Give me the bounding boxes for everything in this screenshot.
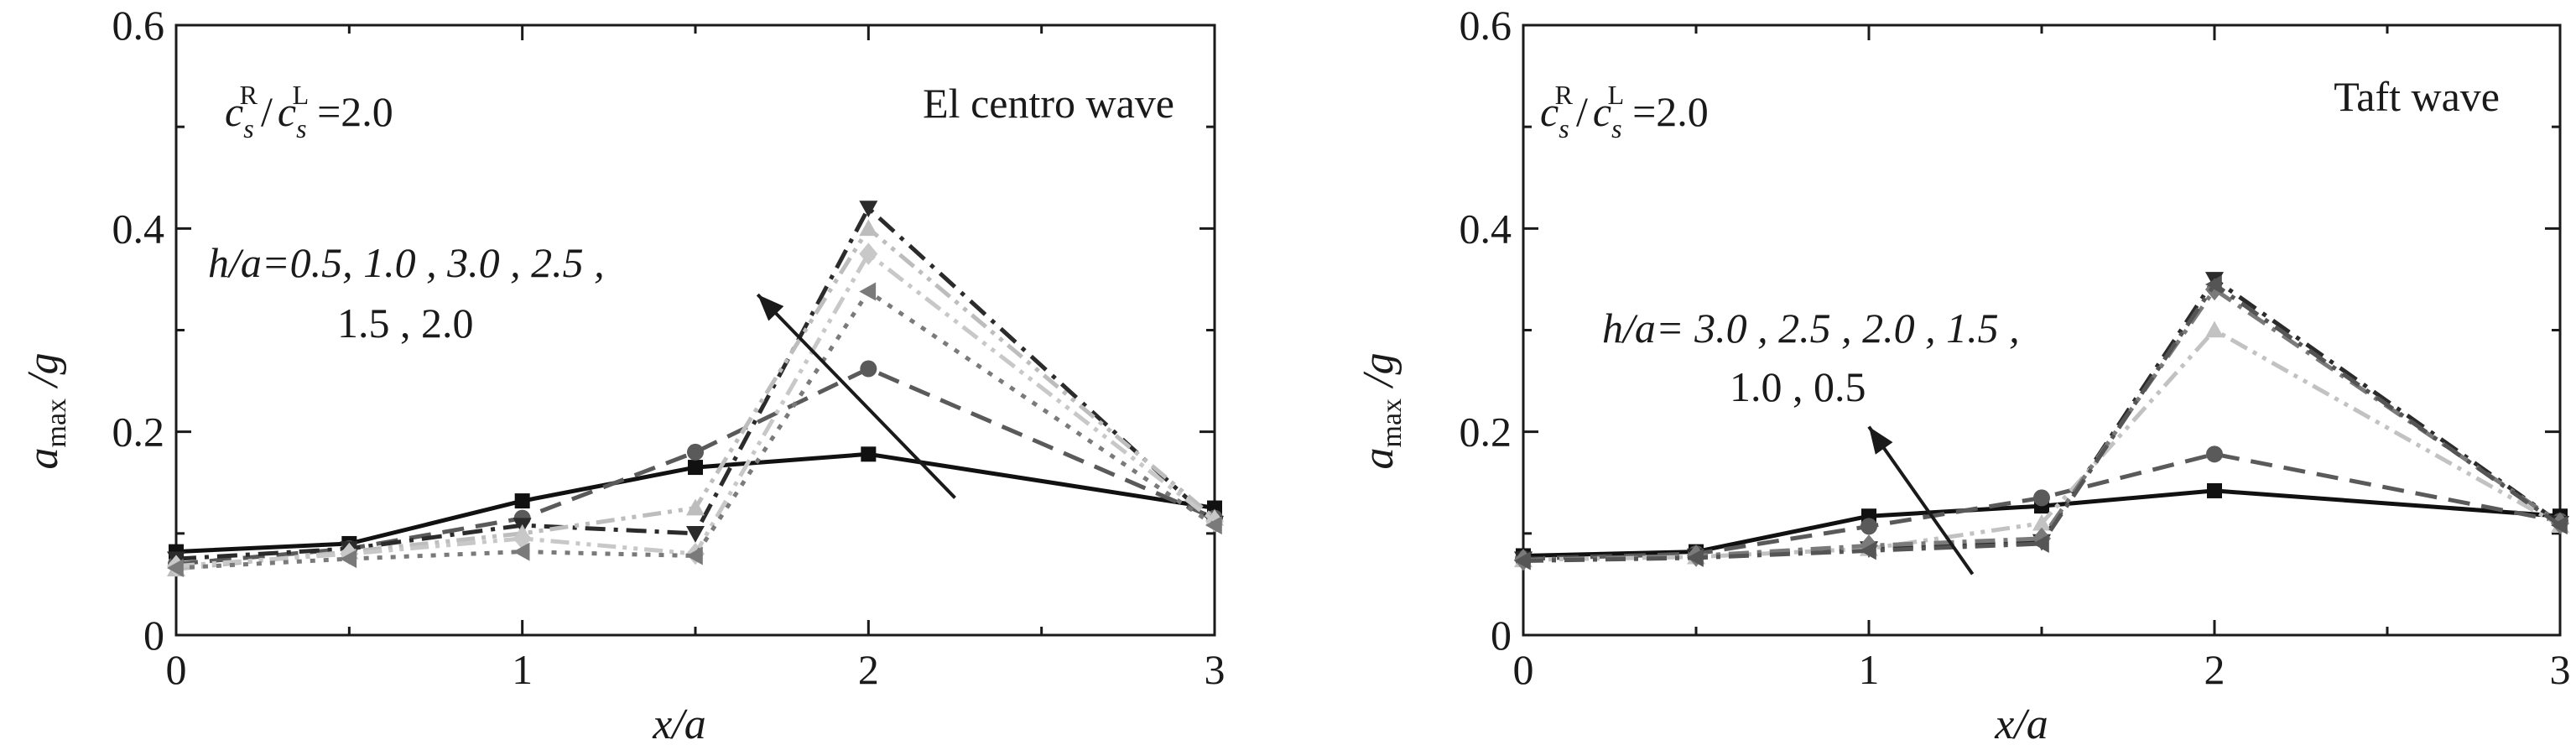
- data-point: [859, 219, 878, 237]
- data-point: [686, 546, 703, 565]
- data-point: [860, 360, 877, 378]
- x-axis-label: x/a: [652, 701, 706, 745]
- x-tick-label: 0: [166, 646, 187, 693]
- chart-taft: csR/csL =2.0 Taft wave h/a= 3.0 , 2.5 , 2…: [1288, 0, 2576, 745]
- x-axis-label: x/a: [1994, 701, 2048, 745]
- data-point: [688, 460, 703, 476]
- x-tick-label: 0: [1513, 646, 1534, 693]
- data-point: [2032, 534, 2049, 553]
- data-point: [1860, 541, 1876, 560]
- annotation-line-1: h/a= 3.0 , 2.5 , 2.0 , 1.5 ,: [1602, 305, 2020, 352]
- y-tick-label: 0.6: [112, 2, 165, 49]
- annotation-arrowhead: [757, 294, 784, 321]
- annotation-arrow: [1867, 425, 1975, 576]
- data-point: [513, 542, 530, 561]
- series-line-2: [175, 367, 1215, 566]
- data-point: [167, 559, 184, 578]
- chart-el-centro: csR/csL =2.0 El centro wave h/a=0.5, 1.0 …: [19, 2, 1226, 745]
- data-point: [859, 282, 877, 301]
- data-point: [2033, 489, 2050, 507]
- y-tick-label: 0.4: [112, 205, 165, 252]
- x-tick-label: 1: [512, 646, 533, 693]
- annotation-arrowhead: [1869, 426, 1893, 455]
- data-point: [861, 446, 877, 462]
- data-point: [1687, 548, 1704, 567]
- annotation-arrow: [756, 293, 956, 499]
- y-tick-label: 0.4: [1460, 205, 1512, 252]
- x-tick-label: 3: [2550, 646, 2571, 693]
- data-point: [1860, 518, 1877, 535]
- data-point: [1205, 516, 1222, 535]
- series-line-5: [175, 252, 1216, 569]
- y-axis-label: amax/g: [19, 353, 72, 470]
- data-point: [687, 443, 704, 461]
- y-tick-label: 0.2: [112, 409, 165, 456]
- y-axis-label: amax/g: [1355, 353, 1408, 470]
- data-point: [514, 493, 530, 509]
- data-point: [1514, 551, 1531, 570]
- chart-svg-taft: csR/csL =2.0 Taft wave h/a= 3.0 , 2.5 , 2…: [1355, 2, 2571, 745]
- series-line-1: [1522, 488, 2561, 558]
- y-tick-label: 0.6: [1460, 2, 1512, 49]
- data-point: [2205, 274, 2222, 294]
- data-point: [859, 201, 878, 218]
- series-line-4: [1522, 328, 2562, 562]
- data-point: [2032, 513, 2051, 531]
- annotation-line-2: 1.5 , 2.0: [337, 300, 474, 346]
- x-tick-label: 2: [2204, 646, 2225, 693]
- chart-svg-el-centro: csR/csL =2.0 El centro wave h/a=0.5, 1.0 …: [19, 2, 1226, 745]
- y-tick-label: 0: [143, 612, 164, 659]
- x-tick-label: 3: [1205, 646, 1226, 693]
- data-point: [2551, 516, 2568, 535]
- data-point: [513, 527, 532, 550]
- x-tick-label: 1: [1859, 646, 1880, 693]
- chart-title: El centro wave: [923, 80, 1174, 127]
- data-point: [859, 242, 878, 265]
- y-tick-label: 0.2: [1460, 409, 1512, 456]
- data-point: [686, 498, 705, 516]
- data-point: [686, 526, 705, 543]
- y-tick-label: 0: [1491, 612, 1512, 659]
- data-point: [340, 550, 357, 569]
- ratio-label: csR/csL =2.0: [225, 80, 393, 143]
- ratio-label: csR/csL =2.0: [1540, 80, 1709, 143]
- series-line-6: [175, 289, 1216, 570]
- data-point: [2207, 482, 2222, 498]
- annotation-line-1: h/a=0.5, 1.0 , 3.0 , 2.5 ,: [208, 239, 605, 286]
- data-point: [2206, 445, 2223, 463]
- annotation-line-2: 1.0 , 0.5: [1730, 363, 1866, 410]
- series-line-2: [1522, 451, 2561, 561]
- x-tick-label: 2: [858, 646, 879, 693]
- data-point: [2205, 320, 2224, 338]
- chart-title: Taft wave: [2334, 73, 2500, 120]
